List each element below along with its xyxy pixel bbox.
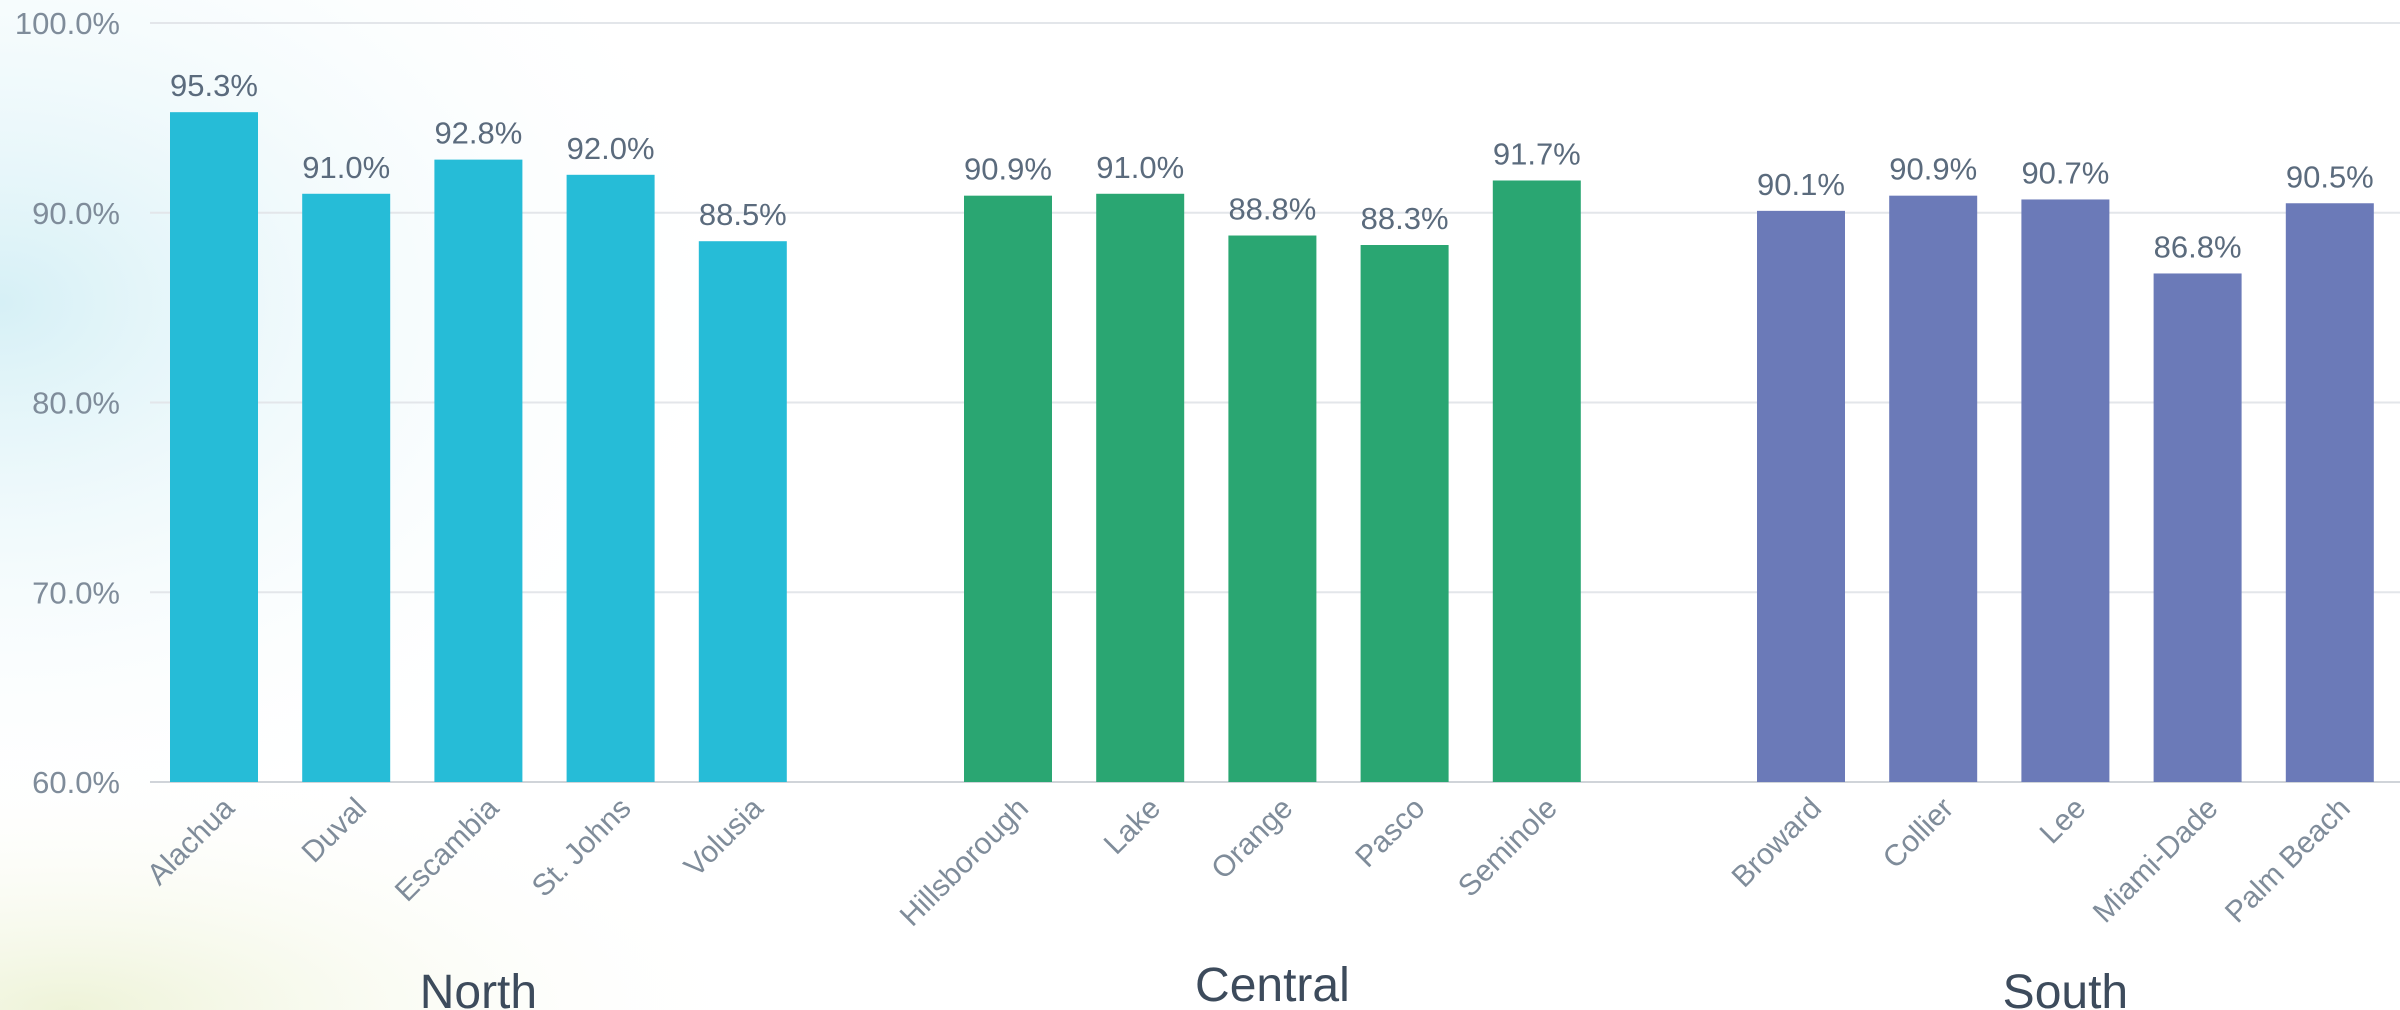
y-tick-label: 90.0%: [32, 196, 120, 231]
data-label: 95.3%: [170, 68, 258, 103]
bar: [566, 174, 655, 783]
group-label: Central: [1195, 959, 1350, 1010]
bar: [964, 195, 1052, 783]
bar: [2285, 203, 2374, 782]
data-label: 90.1%: [1757, 167, 1845, 202]
bar: [1492, 180, 1581, 782]
group-label: North: [420, 966, 537, 1010]
data-label: 90.9%: [964, 152, 1052, 187]
bar: [1228, 235, 1317, 782]
y-tick-label: 100.0%: [15, 6, 120, 41]
bar: [698, 241, 787, 782]
data-label: 90.9%: [1889, 152, 1977, 187]
y-tick-label: 80.0%: [32, 386, 120, 421]
bar: [1360, 245, 1449, 782]
data-label: 88.8%: [1228, 192, 1316, 227]
bar: [2153, 273, 2242, 782]
data-label: 91.0%: [302, 150, 390, 185]
data-labels: 95.3% 91.0% 92.8% 92.0% 88.5% 90.9% 91.0% 88.8%…: [170, 68, 2374, 264]
bar: [434, 159, 523, 782]
bar: [1757, 210, 1845, 783]
data-label: 91.0%: [1096, 150, 1184, 185]
y-tick-label: 70.0%: [32, 575, 120, 610]
data-label: 91.7%: [1493, 136, 1581, 171]
bars: [170, 112, 2374, 783]
data-label: 92.8%: [434, 116, 522, 151]
y-axis: 60.0% 70.0% 80.0% 90.0% 100.0%: [15, 6, 120, 800]
bar: [170, 112, 258, 783]
bar: [1096, 193, 1185, 782]
data-label: 88.5%: [699, 197, 787, 232]
data-label: 86.8%: [2154, 229, 2242, 264]
data-label: 90.5%: [2286, 159, 2374, 194]
data-label: 88.3%: [1361, 201, 1449, 236]
group-labels: North Central South: [420, 959, 2128, 1010]
y-tick-label: 60.0%: [32, 765, 120, 800]
group-label: South: [2003, 966, 2128, 1010]
data-label: 90.7%: [2021, 155, 2109, 190]
bar: [2021, 199, 2110, 782]
bar: [302, 193, 391, 782]
bar: [1889, 195, 1978, 783]
data-label: 92.0%: [567, 131, 655, 166]
